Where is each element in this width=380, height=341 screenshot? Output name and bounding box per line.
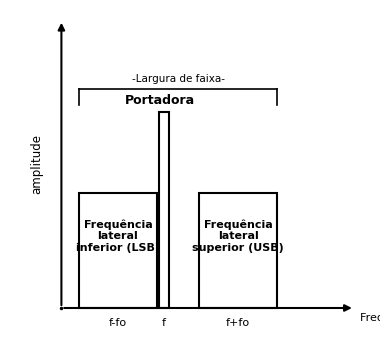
Text: f: f [162, 318, 166, 328]
Text: -Largura de faixa-: -Largura de faixa- [131, 74, 225, 84]
Text: f+fo: f+fo [226, 318, 250, 328]
Text: Frequência
lateral
inferior (LSB): Frequência lateral inferior (LSB) [76, 219, 160, 253]
Text: Portadora: Portadora [125, 94, 195, 107]
Text: f-fo: f-fo [109, 318, 127, 328]
Bar [199, 193, 277, 308]
Bar [79, 193, 157, 308]
Bar [158, 112, 169, 308]
Text: Frequência (Hz): Frequência (Hz) [360, 313, 380, 323]
Text: Frequência
lateral
superior (USB): Frequência lateral superior (USB) [192, 219, 284, 253]
Text: amplitude: amplitude [30, 134, 43, 194]
